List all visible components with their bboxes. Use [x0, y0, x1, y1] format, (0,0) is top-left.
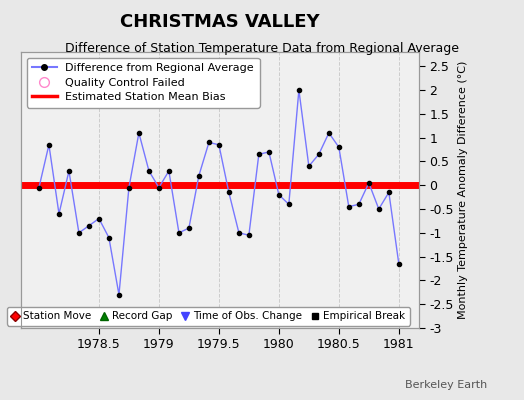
- Text: Difference of Station Temperature Data from Regional Average: Difference of Station Temperature Data f…: [65, 42, 459, 55]
- Title: CHRISTMAS VALLEY: CHRISTMAS VALLEY: [121, 13, 320, 31]
- Y-axis label: Monthly Temperature Anomaly Difference (°C): Monthly Temperature Anomaly Difference (…: [458, 61, 468, 319]
- Text: Berkeley Earth: Berkeley Earth: [405, 380, 487, 390]
- Legend: Station Move, Record Gap, Time of Obs. Change, Empirical Break: Station Move, Record Gap, Time of Obs. C…: [7, 307, 410, 326]
